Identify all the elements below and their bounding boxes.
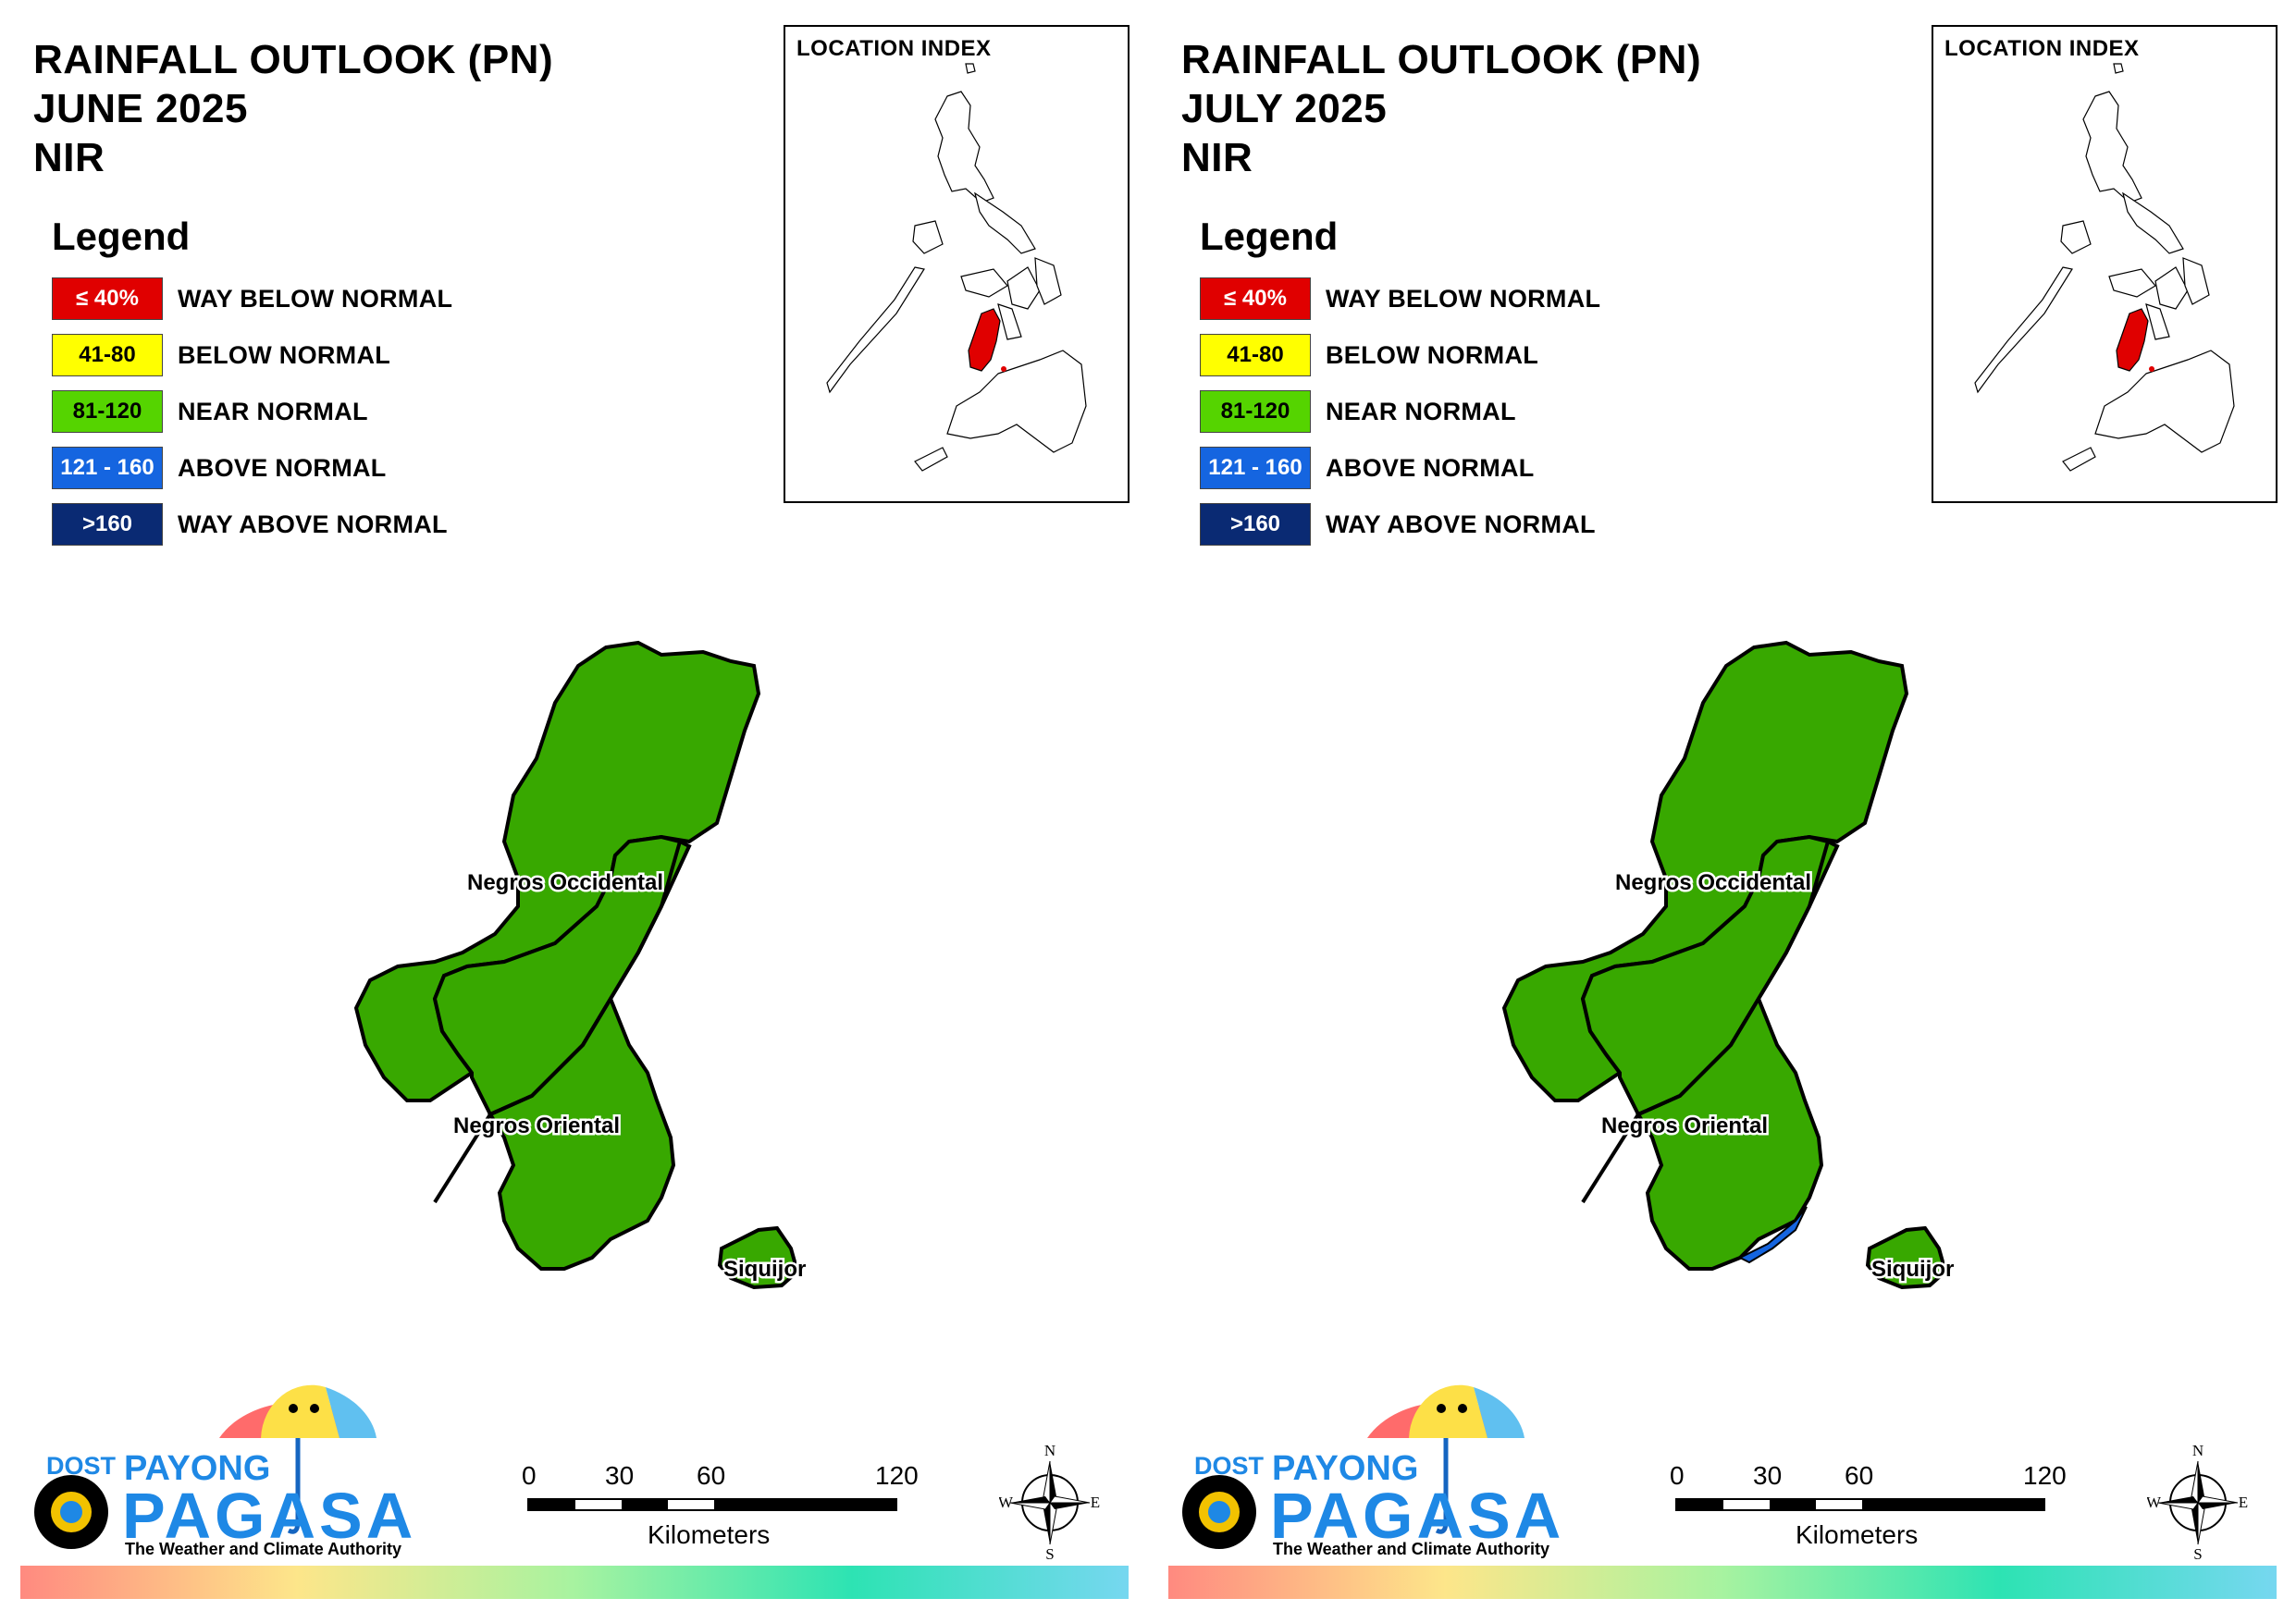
- logo-tagline: The Weather and Climate Authority: [1273, 1540, 1550, 1558]
- title-month: JULY 2025: [1181, 86, 1388, 131]
- location-index-inset: LOCATION INDEX: [1932, 25, 2277, 503]
- umbrella-icon: [34, 1384, 376, 1549]
- outlook-panel-2: RAINFALL OUTLOOK (PN) JULY 2025 NIR Lege…: [1148, 0, 2296, 1623]
- payong-text: PAYONG: [1272, 1449, 1419, 1488]
- label-siquijor: Siquijor: [1871, 1257, 1954, 1282]
- philippines-index-map: [1974, 63, 2235, 472]
- legend-swatch: ≤ 40%: [1200, 277, 1311, 320]
- outlook-panel-1: RAINFALL OUTLOOK (PN) JUNE 2025 NIR Lege…: [20, 25, 1129, 1599]
- payong-text: PAYONG: [124, 1449, 271, 1488]
- legend-label: WAY ABOVE NORMAL: [1326, 510, 1596, 538]
- title-line-1: RAINFALL OUTLOOK (PN): [33, 37, 554, 82]
- scale-tick-60: 60: [1845, 1461, 1874, 1490]
- footer-gradient-bar: [1168, 1566, 2277, 1599]
- negros-map: Negros Occidental Negros Oriental Siquij…: [1501, 640, 1957, 1290]
- scale-tick-120: 120: [875, 1461, 919, 1490]
- title-month: JUNE 2025: [33, 86, 248, 131]
- dost-text: DOST: [46, 1452, 117, 1480]
- scale-bar: 0 30 60 120 Kilometers: [1670, 1461, 2067, 1554]
- label-siquijor: Siquijor: [723, 1257, 806, 1282]
- pagasa-text: PAGASA: [122, 1480, 417, 1552]
- legend-swatch: 81-120: [52, 390, 163, 433]
- philippines-index-map: [826, 63, 1087, 472]
- scale-unit: Kilometers: [648, 1520, 771, 1549]
- compass-rose-icon: N S E W: [2147, 1445, 2248, 1561]
- title-region: NIR: [1181, 135, 1253, 180]
- pagasa-logo: DOST PAYONG PAGASA The Weather and Clima…: [20, 1383, 413, 1568]
- legend-label: BELOW NORMAL: [1326, 341, 1539, 369]
- above-normal-patch: [1737, 1206, 1808, 1264]
- scale-unit: Kilometers: [1796, 1520, 1919, 1549]
- umbrella-icon: [1182, 1384, 1524, 1549]
- compass-s: S: [2193, 1545, 2202, 1561]
- scale-tick-120: 120: [2023, 1461, 2067, 1490]
- legend-label: ABOVE NORMAL: [178, 454, 387, 482]
- legend-label: WAY ABOVE NORMAL: [178, 510, 448, 538]
- compass-w: W: [999, 1494, 1014, 1511]
- scale-tick-0: 0: [1670, 1461, 1685, 1490]
- scale-bar: 0 30 60 120 Kilometers: [522, 1461, 919, 1554]
- legend-swatch: 41-80: [52, 334, 163, 376]
- compass-rose-icon: N S E W: [999, 1445, 1100, 1561]
- siquijor-island: [717, 1225, 800, 1290]
- pagasa-text: PAGASA: [1270, 1480, 1565, 1552]
- legend-swatch: 121 - 160: [52, 447, 163, 489]
- pagasa-logo: DOST PAYONG PAGASA The Weather and Clima…: [1168, 1383, 1561, 1568]
- compass-n: N: [2192, 1445, 2203, 1459]
- siquijor-island: [1865, 1225, 1948, 1290]
- footer-gradient-bar: [20, 1566, 1129, 1599]
- legend-label: NEAR NORMAL: [178, 398, 368, 425]
- legend-swatch: 81-120: [1200, 390, 1311, 433]
- label-negros-oriental: Negros Oriental: [453, 1113, 620, 1138]
- legend-title: Legend: [52, 215, 191, 258]
- map-title: RAINFALL OUTLOOK (PN) JULY 2025 NIR: [1181, 35, 1701, 182]
- legend-swatch: >160: [52, 503, 163, 546]
- scale-bar-graphic: [1675, 1498, 2045, 1511]
- scale-tick-30: 30: [1753, 1461, 1783, 1490]
- legend-swatch: 121 - 160: [1200, 447, 1311, 489]
- compass-w: W: [2147, 1494, 2162, 1511]
- scale-tick-60: 60: [697, 1461, 726, 1490]
- map-title: RAINFALL OUTLOOK (PN) JUNE 2025 NIR: [33, 35, 553, 182]
- scale-tick-0: 0: [522, 1461, 537, 1490]
- legend-swatch: ≤ 40%: [52, 277, 163, 320]
- legend-title: Legend: [1200, 215, 1339, 258]
- label-negros-occidental: Negros Occidental: [467, 870, 663, 895]
- dost-text: DOST: [1194, 1452, 1265, 1480]
- logo-tagline: The Weather and Climate Authority: [125, 1540, 402, 1558]
- title-region: NIR: [33, 135, 105, 180]
- compass-e: E: [1091, 1494, 1100, 1511]
- compass-n: N: [1044, 1445, 1055, 1459]
- compass-e: E: [2239, 1494, 2248, 1511]
- label-negros-oriental: Negros Oriental: [1601, 1113, 1768, 1138]
- location-index-inset: LOCATION INDEX: [784, 25, 1129, 503]
- negros-map: Negros Occidental Negros Oriental Siquij…: [353, 640, 809, 1290]
- scale-bar-graphic: [527, 1498, 897, 1511]
- legend-label: BELOW NORMAL: [178, 341, 391, 369]
- compass-s: S: [1045, 1545, 1054, 1561]
- legend-swatch: 41-80: [1200, 334, 1311, 376]
- legend-label: WAY BELOW NORMAL: [178, 285, 453, 313]
- location-index-label: LOCATION INDEX: [1944, 36, 2140, 61]
- legend-label: NEAR NORMAL: [1326, 398, 1516, 425]
- title-line-1: RAINFALL OUTLOOK (PN): [1181, 37, 1702, 82]
- legend-label: ABOVE NORMAL: [1326, 454, 1535, 482]
- label-negros-occidental: Negros Occidental: [1615, 870, 1811, 895]
- legend-label: WAY BELOW NORMAL: [1326, 285, 1601, 313]
- legend-swatch: >160: [1200, 503, 1311, 546]
- location-index-label: LOCATION INDEX: [796, 36, 992, 61]
- scale-tick-30: 30: [605, 1461, 635, 1490]
